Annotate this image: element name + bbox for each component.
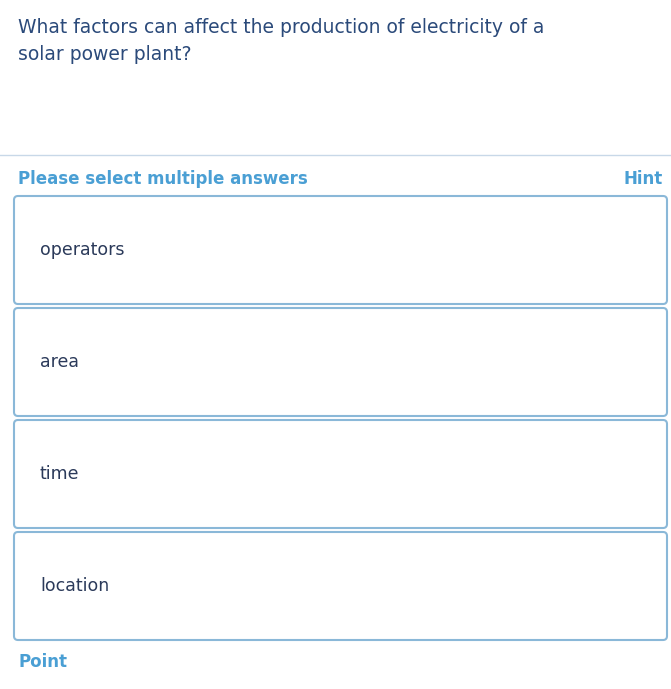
Text: Point: Point [18,653,67,671]
Text: What factors can affect the production of electricity of a
solar power plant?: What factors can affect the production o… [18,18,544,64]
Text: time: time [40,465,79,483]
Text: area: area [40,353,79,371]
Text: Please select multiple answers: Please select multiple answers [18,170,308,188]
FancyBboxPatch shape [14,532,667,640]
FancyBboxPatch shape [14,308,667,416]
Text: Hint: Hint [624,170,663,188]
FancyBboxPatch shape [14,420,667,528]
FancyBboxPatch shape [14,196,667,304]
Text: operators: operators [40,241,125,259]
Text: location: location [40,577,109,595]
